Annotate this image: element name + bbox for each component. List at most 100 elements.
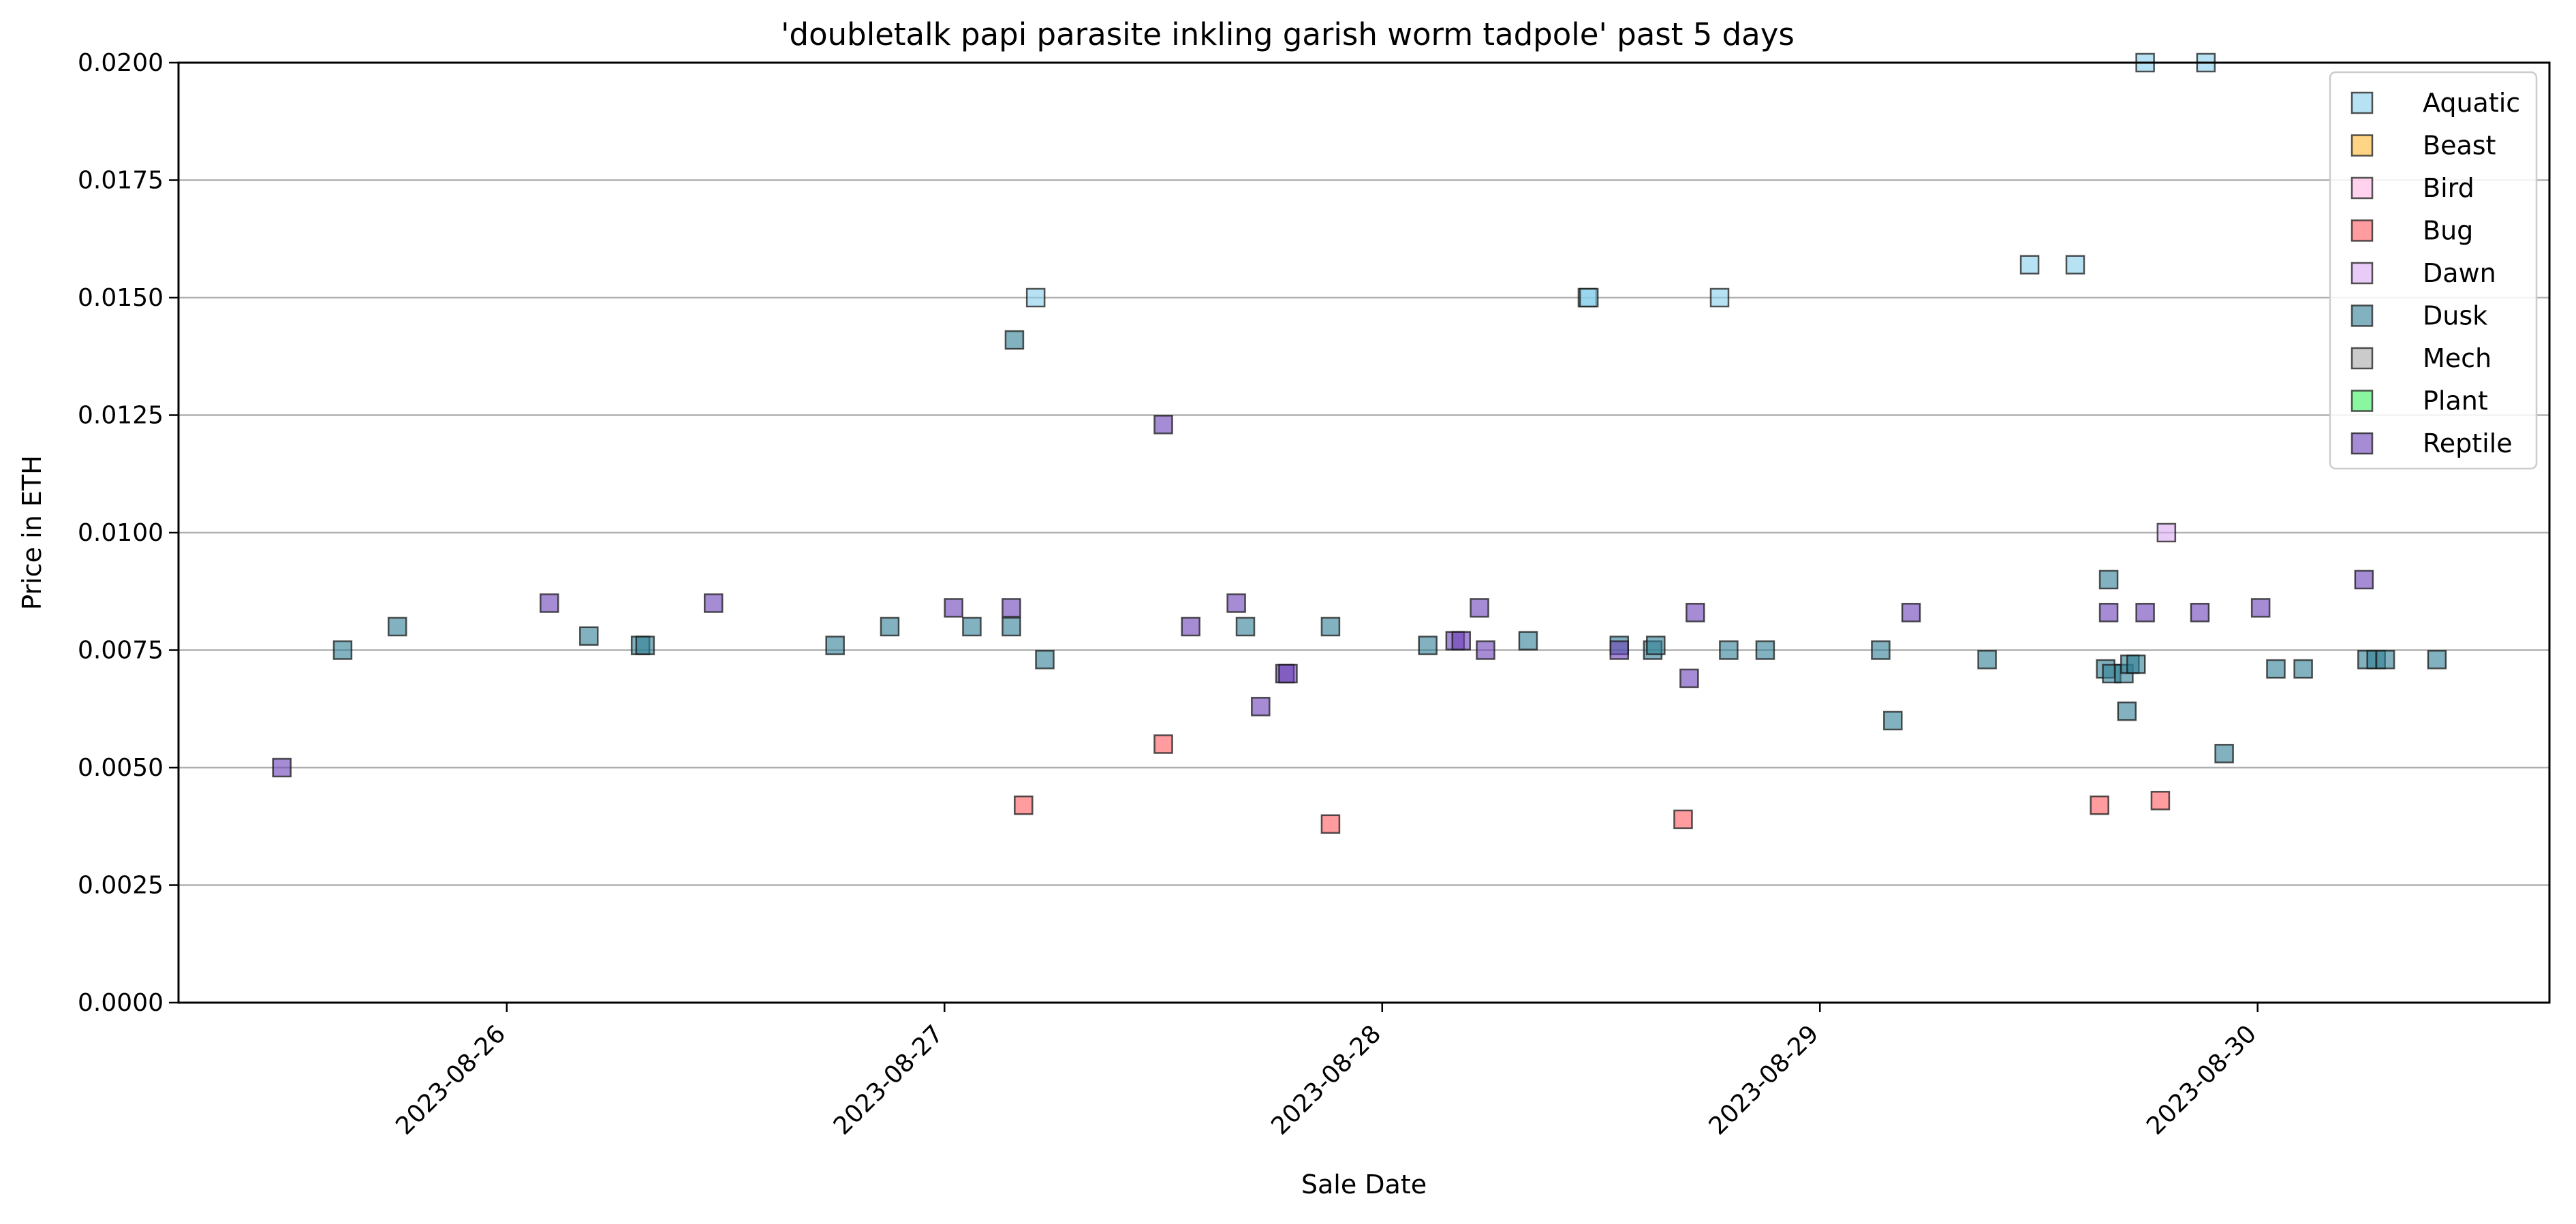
data-point: [2156, 522, 2177, 543]
data-point: [2354, 569, 2374, 590]
data-point: [2098, 569, 2119, 590]
data-point: [2135, 603, 2155, 623]
y-tick-label: 0.0050: [78, 754, 164, 782]
y-tick-label: 0.0100: [78, 519, 164, 547]
legend-box: [2329, 71, 2538, 470]
data-point: [1609, 640, 1630, 660]
series-dusk: [332, 330, 2447, 764]
legend-marker: [2350, 390, 2374, 412]
data-point: [1518, 631, 1538, 650]
y-tick-label: 0.0200: [78, 49, 164, 77]
legend-marker: [2350, 347, 2374, 370]
data-point: [1153, 734, 1173, 754]
data-point: [2427, 650, 2447, 670]
legend-marker: [2350, 176, 2374, 200]
y-tick-label: 0.0075: [78, 637, 164, 665]
data-point: [1153, 415, 1173, 435]
data-point: [2117, 701, 2137, 721]
x-tick-label: 2023-08-30: [2141, 1020, 2262, 1140]
data-point: [540, 593, 559, 613]
legend-label: Plant: [2423, 386, 2488, 416]
data-point: [2190, 603, 2210, 623]
data-point: [2090, 795, 2109, 815]
data-point: [1679, 668, 1699, 689]
data-point: [1278, 663, 1298, 684]
series-bug: [1014, 734, 2171, 834]
data-point: [1025, 287, 1046, 308]
legend: Aquatic Beast Bird Bug Dawn Dusk Mech Plant Rept…: [2329, 71, 2538, 470]
data-point: [1579, 287, 1599, 308]
data-point: [880, 616, 900, 637]
data-point: [1002, 616, 1021, 637]
data-point: [944, 598, 963, 618]
data-point: [2375, 650, 2395, 670]
y-tick-label: 0.0175: [78, 167, 164, 195]
data-point: [1977, 650, 1997, 670]
data-point: [1476, 640, 1495, 660]
data-point: [272, 757, 292, 778]
legend-marker: [2350, 432, 2374, 455]
legend-marker: [2350, 219, 2374, 242]
data-point: [1418, 635, 1438, 655]
data-point: [2214, 744, 2234, 764]
data-point: [1320, 616, 1341, 637]
x-tick-label: 2023-08-26: [390, 1020, 511, 1140]
legend-label: Reptile: [2423, 428, 2513, 458]
y-tick-label: 0.0000: [78, 989, 164, 1017]
data-point: [2293, 659, 2313, 679]
data-point: [387, 616, 407, 637]
data-point: [1646, 635, 1666, 655]
data-point: [962, 616, 982, 637]
data-point: [1004, 330, 1025, 350]
legend-marker: [2350, 304, 2374, 327]
y-axis-label: Price in ETH: [17, 455, 47, 610]
y-tick-label: 0.0150: [78, 284, 164, 312]
data-point: [332, 640, 353, 660]
legend-marker: [2350, 262, 2374, 285]
chart-title: 'doubletalk papi parasite inkling garish…: [781, 16, 1795, 52]
data-point: [635, 635, 655, 655]
legend-marker: [2350, 134, 2374, 157]
grid: [179, 61, 2549, 1004]
data-point: [2150, 791, 2171, 811]
data-point: [1181, 616, 1200, 637]
legend-label: Bug: [2423, 216, 2473, 246]
data-point: [1251, 697, 1271, 717]
data-point: [1719, 640, 1739, 660]
y-axis: 0.0000 0.0025 0.0050 0.0075 0.0100 0.0125 0.01…: [78, 49, 179, 1017]
x-tick-label: 2023-08-29: [1704, 1020, 1825, 1140]
data-point: [703, 593, 724, 613]
legend-label: Aquatic: [2423, 88, 2520, 118]
legend-label: Beast: [2423, 131, 2496, 161]
y-tick-label: 0.0125: [78, 402, 164, 430]
data-point: [1871, 640, 1891, 660]
data-point: [2019, 255, 2040, 274]
data-point: [1470, 598, 1489, 618]
x-axis: 2023-08-26 2023-08-27 2023-08-28 2023-08-29…: [390, 1003, 2262, 1140]
data-point: [1014, 795, 1034, 815]
legend-marker: [2350, 91, 2374, 114]
data-point: [2266, 659, 2286, 679]
data-point: [1755, 640, 1775, 660]
data-point: [1002, 598, 1021, 618]
data-point: [1451, 631, 1472, 650]
plot-area: [272, 52, 2447, 834]
data-point: [1673, 809, 1693, 830]
legend-label: Dawn: [2423, 258, 2496, 288]
data-point: [2126, 654, 2146, 674]
series-dawn: [2156, 522, 2177, 543]
data-point: [825, 635, 845, 655]
legend-label: Bird: [2423, 173, 2474, 203]
data-point: [2065, 255, 2085, 274]
data-point: [2250, 598, 2271, 618]
data-point: [579, 626, 599, 646]
data-point: [1901, 603, 1921, 623]
legend-label: Mech: [2423, 343, 2492, 373]
y-tick-label: 0.0025: [78, 872, 164, 900]
data-point: [1035, 650, 1055, 670]
plot-frame: [177, 61, 2551, 1004]
series-reptile: [272, 415, 2374, 778]
data-point: [1235, 616, 1256, 637]
legend-label: Dusk: [2423, 301, 2487, 331]
